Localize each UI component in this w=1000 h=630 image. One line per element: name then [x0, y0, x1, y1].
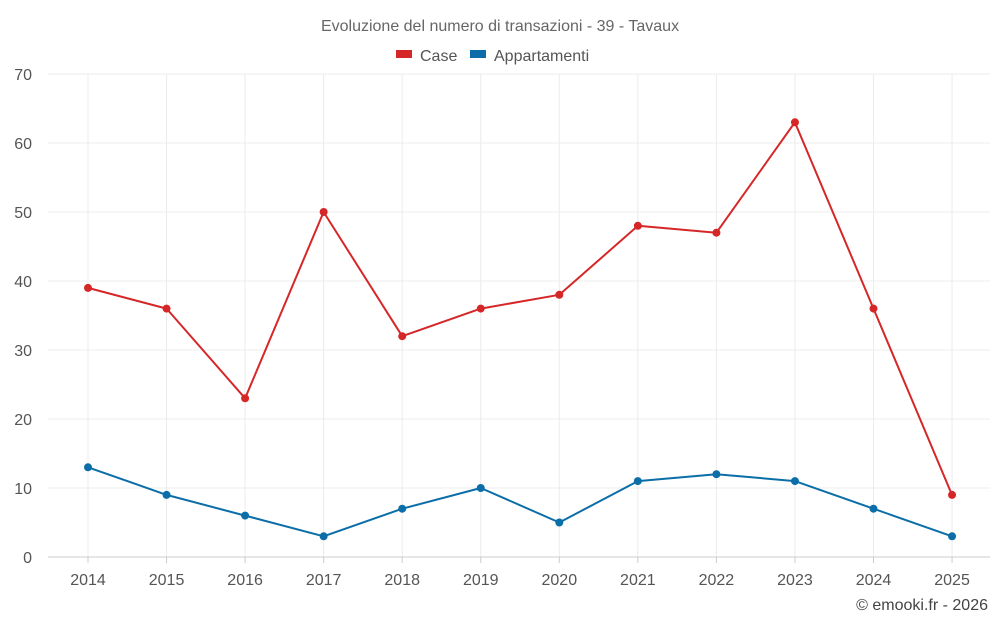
- legend-swatch-appartamenti: [470, 50, 486, 58]
- y-tick-label: 20: [14, 412, 32, 429]
- grid: [48, 73, 990, 557]
- x-axis: 2014 2015 2016 2017 2018 2019 2020 2021 2022 2023…: [48, 556, 990, 589]
- data-point-appartamenti-2024[interactable]: [869, 504, 878, 513]
- x-tick-label: 2018: [384, 572, 420, 589]
- y-tick-label: 10: [14, 481, 32, 498]
- x-tick-label: 2023: [777, 572, 813, 589]
- data-point-appartamenti-2016[interactable]: [241, 511, 250, 520]
- data-point-case-2021[interactable]: [633, 221, 642, 230]
- data-point-appartamenti-2021[interactable]: [633, 477, 642, 486]
- data-point-case-2023[interactable]: [790, 118, 799, 127]
- data-point-case-2015[interactable]: [162, 304, 171, 313]
- y-tick-label: 60: [14, 136, 32, 153]
- data-point-case-2020[interactable]: [555, 290, 564, 299]
- legend-label-case: Case: [420, 48, 457, 65]
- x-tick-label: 2021: [620, 572, 656, 589]
- legend-label-appartamenti: Appartamenti: [494, 48, 589, 65]
- x-tick-label: 2015: [149, 572, 185, 589]
- legend: Case Appartamenti: [396, 48, 589, 65]
- data-point-appartamenti-2017[interactable]: [319, 532, 328, 541]
- y-tick-label: 70: [14, 67, 32, 84]
- x-tick-label: 2020: [542, 572, 578, 589]
- data-point-appartamenti-2025[interactable]: [948, 532, 957, 541]
- x-tick-label: 2014: [70, 572, 106, 589]
- data-point-appartamenti-2020[interactable]: [555, 518, 564, 527]
- x-tick-label: 2022: [699, 572, 735, 589]
- x-tick-label: 2017: [306, 572, 342, 589]
- series-line-case: [87, 121, 953, 496]
- data-point-case-2019[interactable]: [476, 304, 485, 313]
- data-point-case-2016[interactable]: [241, 394, 250, 403]
- y-tick-label: 30: [14, 343, 32, 360]
- data-point-appartamenti-2019[interactable]: [476, 484, 485, 492]
- series-line-appartamenti: [87, 466, 953, 538]
- data-point-appartamenti-2023[interactable]: [790, 477, 799, 486]
- x-tick-label: 2019: [463, 572, 499, 589]
- data-point-appartamenti-2022[interactable]: [712, 470, 721, 479]
- x-tick-label: 2016: [227, 572, 263, 589]
- data-point-case-2014[interactable]: [84, 283, 92, 292]
- data-point-case-2018[interactable]: [398, 332, 407, 341]
- y-tick-label: 0: [23, 550, 32, 567]
- credit-text: © emooki.fr - 2026: [856, 597, 988, 614]
- x-tick-label: 2024: [856, 572, 892, 589]
- y-axis: 0 10 20 30 40 50 60 70: [14, 67, 32, 567]
- data-point-appartamenti-2018[interactable]: [398, 504, 407, 513]
- x-tick-label: 2025: [934, 572, 970, 589]
- y-tick-label: 40: [14, 274, 32, 291]
- data-point-case-2017[interactable]: [319, 208, 328, 216]
- data-point-case-2025[interactable]: [948, 490, 957, 499]
- data-point-case-2024[interactable]: [869, 304, 878, 313]
- y-tick-label: 50: [14, 205, 32, 222]
- chart-title: Evoluzione del numero di transazioni - 3…: [321, 18, 679, 35]
- data-point-case-2022[interactable]: [712, 228, 721, 237]
- series-layer: [84, 118, 957, 541]
- data-point-appartamenti-2014[interactable]: [84, 463, 92, 472]
- legend-swatch-case: [396, 50, 412, 58]
- data-point-appartamenti-2015[interactable]: [162, 490, 171, 499]
